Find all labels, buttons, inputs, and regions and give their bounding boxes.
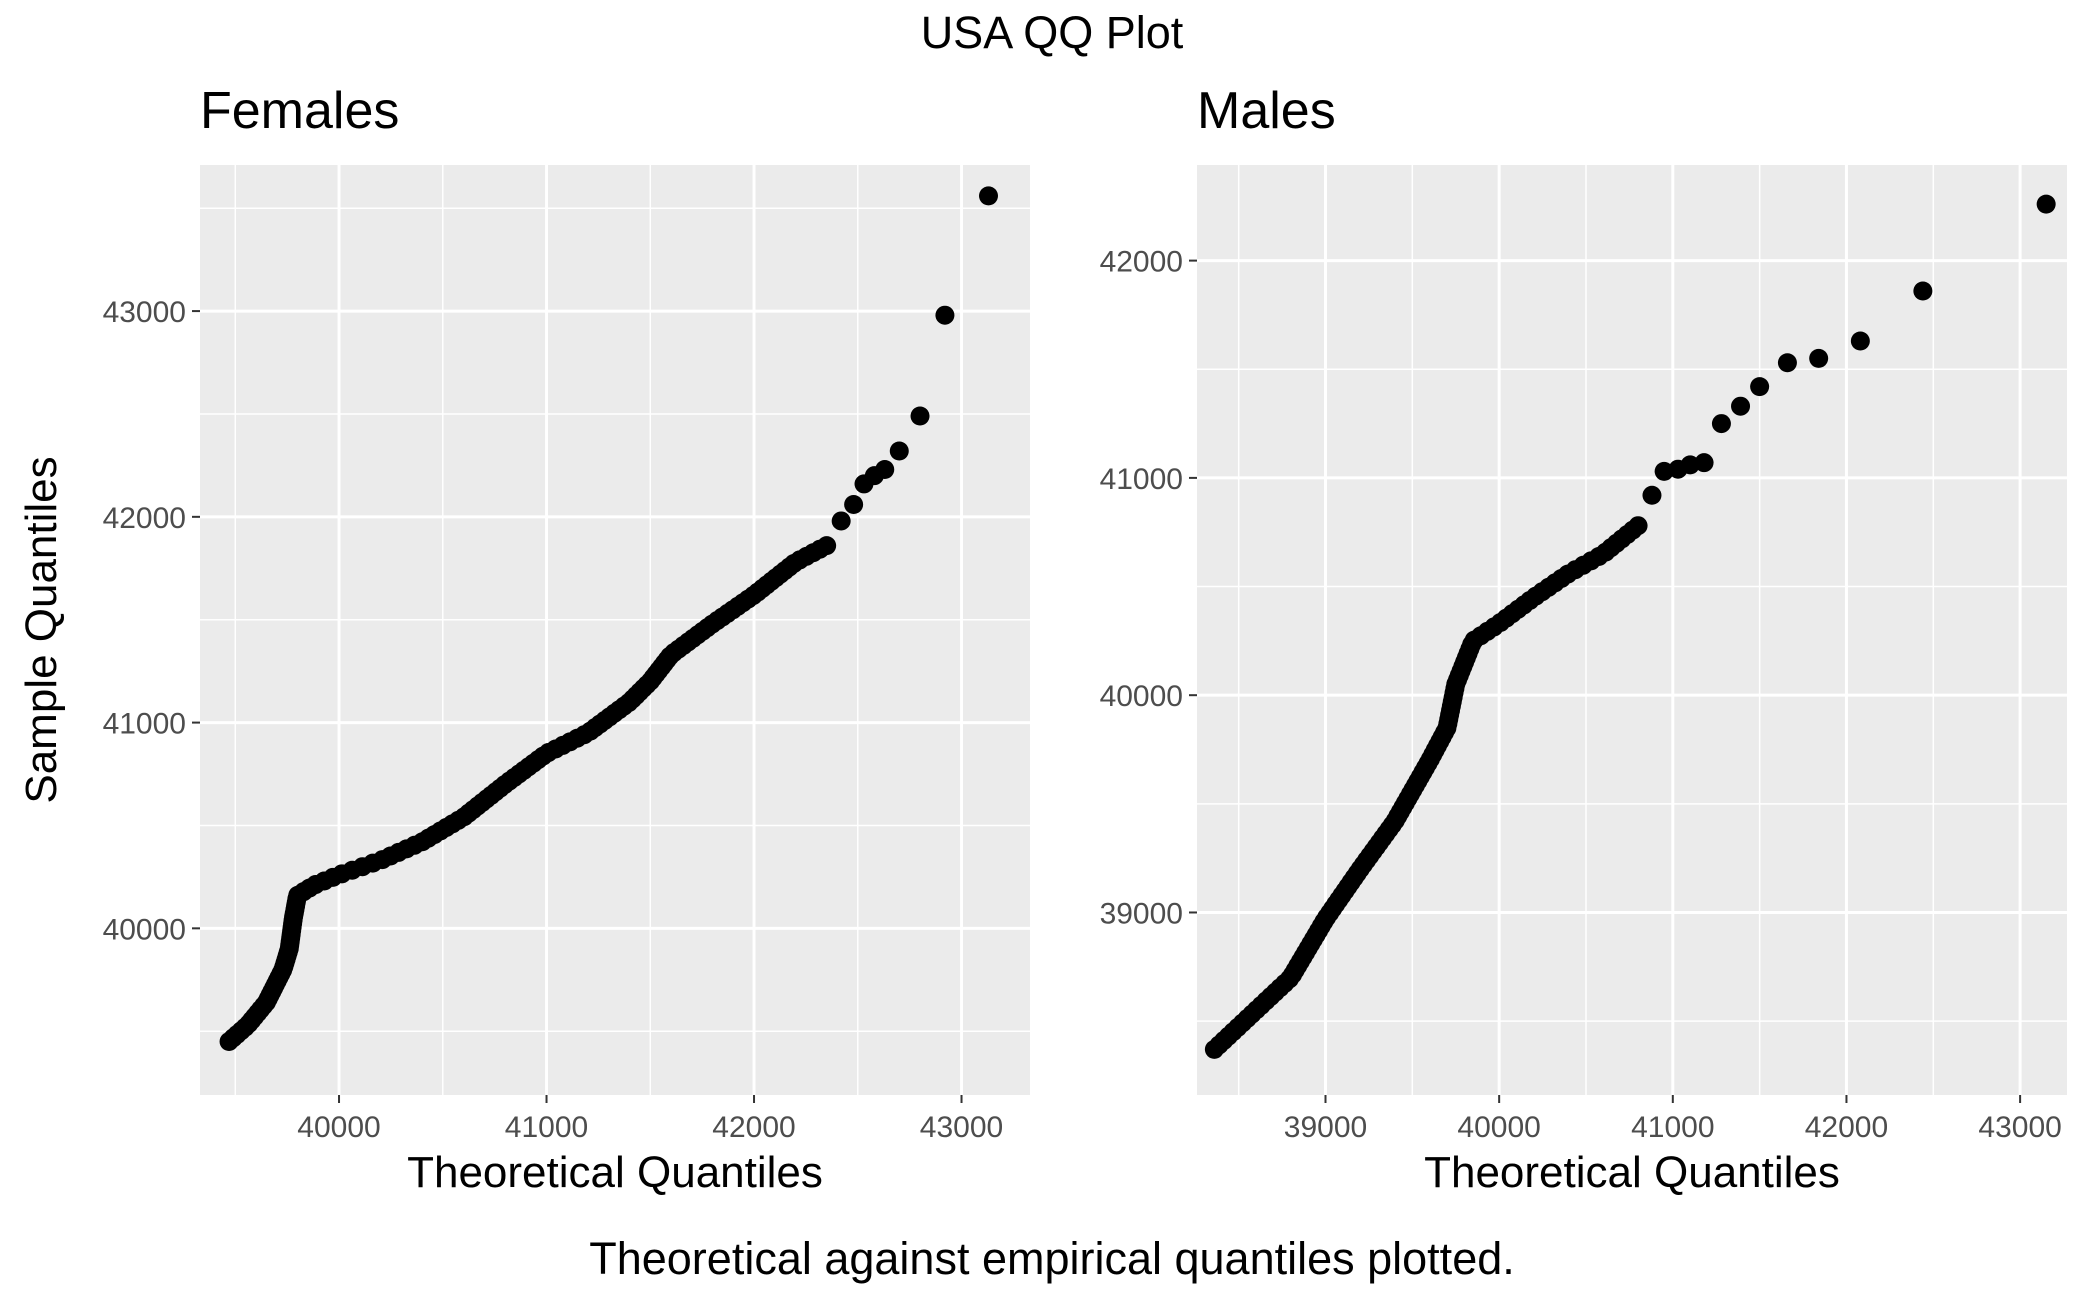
plot-panel (1197, 165, 2067, 1095)
data-point (875, 460, 895, 480)
panels: 40000 41000 42000 43000 40000 41000 42000 43000… (17, 82, 2067, 1197)
x-axis-label: Theoretical Quantiles (1424, 1148, 1840, 1197)
data-point (1850, 331, 1870, 351)
data-point (1731, 396, 1751, 416)
data-point (1694, 453, 1714, 473)
plot-panel (200, 165, 1030, 1095)
x-tick-label: 42000 (712, 1111, 795, 1144)
x-tick-label: 39000 (1284, 1111, 1367, 1144)
x-tick-label: 40000 (1457, 1111, 1540, 1144)
y-axis-label: Sample Quantiles (17, 456, 66, 803)
y-tick-label: 39000 (1100, 897, 1183, 930)
data-point (2036, 194, 2056, 214)
x-tick-label: 42000 (1805, 1111, 1888, 1144)
data-point (1809, 348, 1829, 368)
data-point (1711, 414, 1731, 434)
chart-panel-males: 39000 40000 41000 42000 43000 39000 40000 41000… (1100, 82, 2067, 1197)
x-tick-label: 43000 (1978, 1111, 2061, 1144)
y-tick-label: 40000 (1100, 680, 1183, 713)
y-tick-label: 42000 (1100, 246, 1183, 279)
data-points (219, 186, 998, 1052)
y-tick-label: 40000 (103, 913, 186, 946)
x-tick-label: 41000 (505, 1111, 588, 1144)
data-points (1204, 194, 2056, 1059)
data-point (844, 494, 864, 514)
data-point (935, 305, 955, 325)
chart-panel-females: 40000 41000 42000 43000 40000 41000 42000 43000… (17, 82, 1030, 1197)
figure-caption: Theoretical against empirical quantiles … (589, 1233, 1515, 1284)
y-tick-label: 43000 (103, 296, 186, 329)
data-point (1642, 485, 1662, 505)
data-point (1750, 377, 1770, 397)
x-tick-label: 40000 (297, 1111, 380, 1144)
x-axis-label: Theoretical Quantiles (407, 1148, 823, 1197)
panel-title: Females (200, 82, 399, 140)
data-point (889, 441, 909, 461)
x-tick-label: 41000 (1631, 1111, 1714, 1144)
x-tick-label: 43000 (920, 1111, 1003, 1144)
data-point (1628, 516, 1648, 536)
y-tick-label: 41000 (1100, 463, 1183, 496)
data-point (1913, 281, 1933, 301)
figure-title: USA QQ Plot (921, 7, 1184, 58)
data-point (1777, 353, 1797, 373)
data-point (979, 186, 998, 206)
y-tick-label: 42000 (103, 502, 186, 535)
data-point (831, 511, 851, 531)
data-point (817, 536, 837, 556)
y-tick-label: 41000 (103, 708, 186, 741)
data-point (910, 406, 930, 426)
panel-title: Males (1197, 82, 1336, 140)
